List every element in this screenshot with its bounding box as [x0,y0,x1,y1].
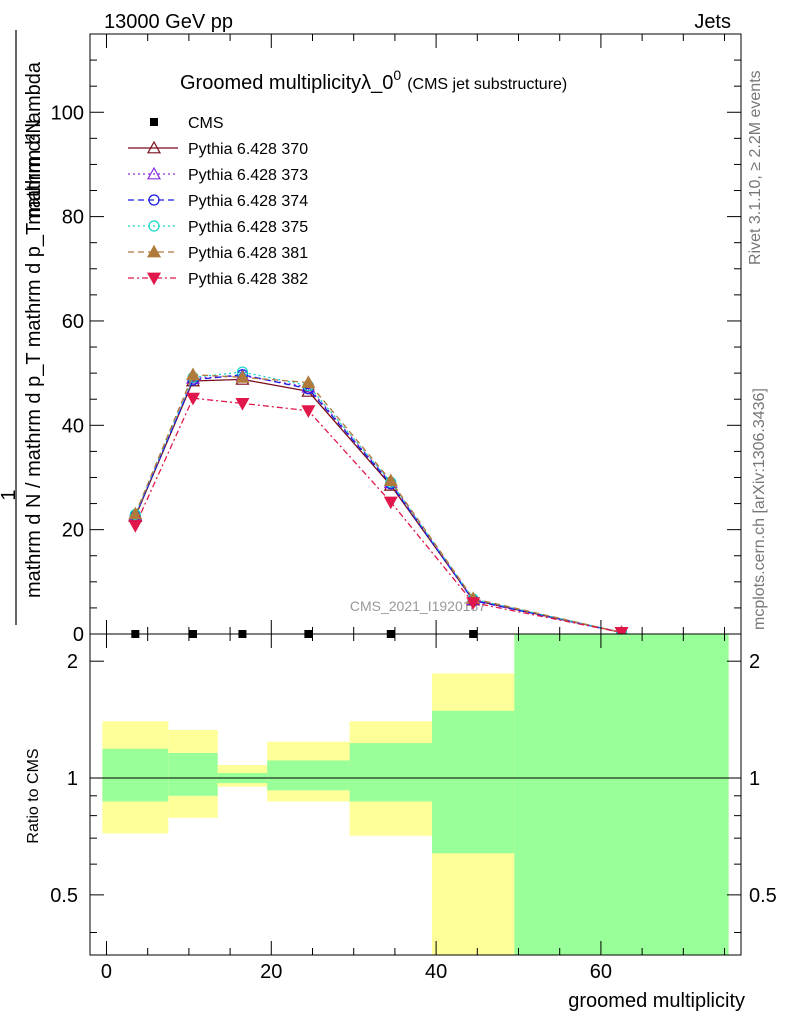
series-point-5 [235,370,250,383]
series-point-6 [235,397,250,411]
series-line-2 [134,375,622,634]
chart-title: Groomed multiplicityλ_00 (CMS jet substru… [180,67,567,94]
series-point-5 [128,506,143,520]
y-axis-label: mathrm d²N 1 mathrm d N / mathrm d p_T m… [0,30,45,625]
series-line-3 [134,374,622,634]
y-label-denominator: mathrm d N / mathrm d p_T mathrm d p_T m… [23,61,45,598]
series-point-5 [185,367,201,381]
legend-entry-label: Pythia 6.428 381 [188,245,308,262]
ratio-frame [89,633,742,956]
mcplots-side-label: mcplots.cern.ch [arXiv:1306.3436] [751,388,768,630]
header-left-label: 13000 GeV pp [104,11,233,33]
series-point-6 [466,597,481,610]
series-point-6 [185,392,201,406]
main-ytick-label: 40 [62,415,84,437]
main-series-group [128,366,629,640]
legend-entry-label: CMS [188,115,224,132]
series-point-1 [301,384,316,397]
series-line-4 [134,371,622,634]
main-ytick-label: 0 [73,624,84,646]
series-point-6 [128,520,143,533]
x-tick-label: 0 [101,961,112,983]
series-point-5 [301,375,316,388]
header-right-label: Jets [694,11,731,33]
ratio-ytick-label-left: 2 [67,651,78,673]
legend-entry-label: Pythia 6.428 382 [188,271,308,288]
legend-entry-label: Pythia 6.428 375 [188,219,308,236]
y-label-one: 1 [0,489,20,500]
ratio-ytick-label-right: 1 [749,768,760,790]
chart-title-sup: 0 [393,67,401,83]
ratio-band-green [349,743,432,802]
legend-marker-3 [148,194,160,206]
legend-marker-5 [146,244,162,258]
ratio-band-green [267,760,350,791]
y-label-numerator: mathrm d²N [23,119,45,225]
ratio-bands-group [90,634,741,955]
ratio-band-green [168,753,218,796]
ratio-ticks-group: 0.5 0.51 12 20 20 40 60 [50,634,777,983]
legend: CMS Pythia 6.428 370 Pythia 6.428 373 Pythi… [128,115,308,288]
main-panel: CMS_2021_I1920187 0 20 40 60 80 100 Groomed m… [0,30,742,646]
rivet-side-label: Rivet 3.1.10, ≥ 2.2M events [747,70,764,265]
legend-entry-label: Pythia 6.428 370 [188,141,308,158]
series-line-5 [134,374,622,634]
main-ytick-label: 20 [62,520,84,542]
series-line-1 [134,378,622,634]
ratio-ytick-label-right: 2 [749,651,760,673]
x-axis-label: groomed multiplicity [568,990,745,1012]
legend-entry-label: Pythia 6.428 373 [188,167,308,184]
ratio-panel: 0.5 0.51 12 20 20 40 60 Ratio to CMS groomed m… [25,633,777,1012]
legend-entry-label: Pythia 6.428 374 [188,193,308,210]
ratio-ytick-label-left: 0.5 [50,885,78,907]
series-point-6 [301,405,316,418]
legend-marker-6 [146,272,162,286]
x-tick-label: 40 [425,961,447,983]
series-point-6 [614,627,629,640]
series-point-6 [383,496,398,510]
watermark-label: CMS_2021_I1920187 [350,598,486,614]
chart-title-main: Groomed multiplicityλ_0 [180,72,393,94]
x-tick-label: 20 [260,961,282,983]
main-ticks-group: 0 20 40 60 80 100 [51,34,741,646]
ratio-band-green [431,710,515,854]
legend-marker-2 [146,166,162,180]
x-tick-label: 60 [590,961,612,983]
ratio-band-green [514,634,729,955]
main-ytick-label: 100 [51,102,84,124]
legend-marker-cms [150,118,158,126]
main-ytick-label: 80 [62,207,84,229]
main-ytick-label: 60 [62,311,84,333]
ratio-ytick-label-left: 1 [67,768,78,790]
series-point-5 [383,473,398,487]
chart-title-sub: (CMS jet substructure) [407,76,567,93]
ratio-ytick-label-right: 0.5 [749,885,777,907]
ratio-band-green [102,748,169,802]
ratio-y-label: Ratio to CMS [25,748,42,843]
legend-marker-4 [148,220,160,232]
legend-marker-1 [146,140,162,154]
